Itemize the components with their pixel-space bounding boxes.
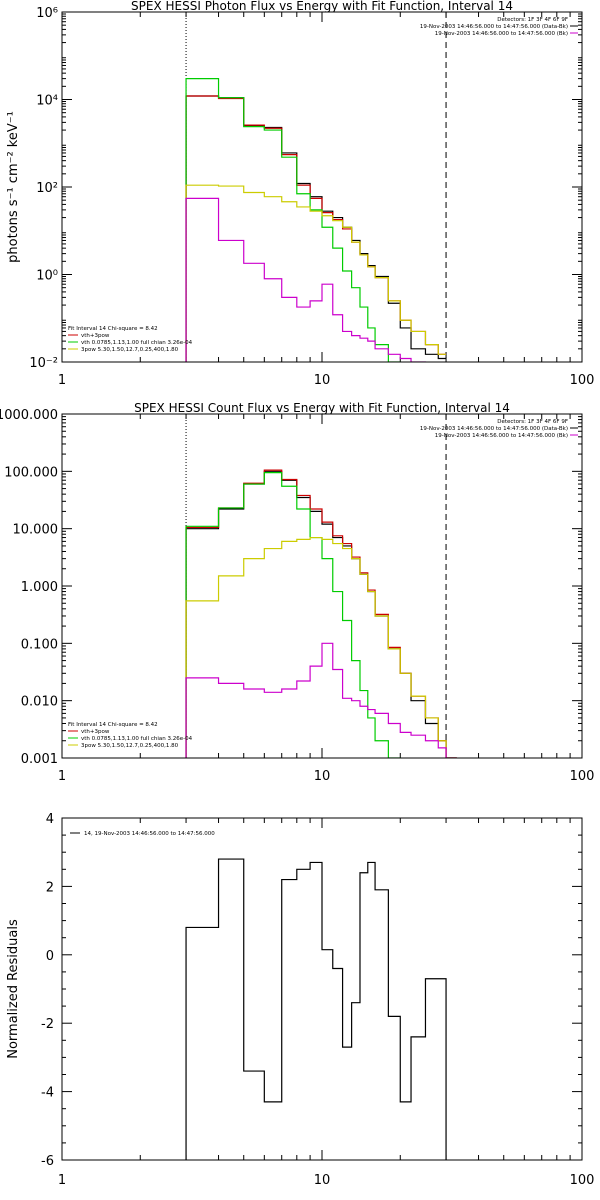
- legend-title: Fit Interval 14 Chi-square = 8.42: [68, 326, 158, 332]
- y-tick-label: 0: [46, 949, 54, 964]
- x-ticks: [61, 818, 583, 1160]
- legend-entry: vth+3pow: [81, 729, 110, 735]
- y-tick-label: 0.001: [21, 752, 58, 767]
- plot-frame: [61, 413, 583, 759]
- y-axis-label: photons s⁻¹ cm⁻² keV⁻¹: [6, 111, 21, 263]
- series-line-3pow: [185, 536, 457, 758]
- series-line-bk: [185, 197, 427, 362]
- legend-entry: vth 0.0785,1.13,1.00 full chian 3.26e-04: [81, 736, 193, 742]
- x-tick-label: 100: [570, 769, 595, 784]
- y-tick-label: 2: [46, 880, 54, 895]
- y-tick-label: 10⁶: [36, 6, 58, 21]
- y-tick-label: 0.010: [21, 695, 58, 710]
- y-tick-label: 10²: [36, 181, 58, 196]
- legend-entry: 14, 19-Nov-2003 14:46:56.000 to 14:47:56…: [84, 831, 215, 837]
- legend-entry: vth+3pow: [81, 333, 110, 339]
- series-line-vth-3pow: [185, 469, 457, 758]
- x-tick-label: 10: [314, 1173, 331, 1188]
- y-ticks: [62, 413, 582, 759]
- y-tick-label: 100.000: [4, 465, 58, 480]
- series-group: [185, 858, 447, 1160]
- series-line-vth: [185, 472, 401, 758]
- y-ticks: [62, 817, 582, 1161]
- y-tick-label: -4: [41, 1086, 54, 1101]
- x-ticks: [61, 12, 583, 362]
- y-tick-label: 1000.000: [0, 408, 58, 423]
- y-ticks: [62, 11, 582, 363]
- plot-frame: [61, 11, 583, 363]
- x-tick-label: 100: [570, 373, 595, 388]
- series-line-residuals: [185, 858, 447, 1160]
- series-line-bk: [185, 642, 457, 758]
- y-tick-label: 10.000: [13, 523, 59, 538]
- series-line-vth-3pow: [185, 95, 447, 362]
- legend-entry: 19-Nov-2003 14:46:56.000 to 14:47:56.000…: [435, 433, 568, 439]
- y-tick-label: 0.100: [21, 637, 58, 652]
- y-tick-label: 10⁻²: [29, 356, 58, 371]
- x-tick-label: 10: [314, 373, 331, 388]
- x-ticks: [61, 414, 583, 758]
- y-tick-label: 4: [46, 812, 54, 827]
- y-tick-label: -6: [41, 1154, 54, 1169]
- x-tick-label: 100: [570, 1173, 595, 1188]
- legend-entry: 19-Nov-2003 14:46:56.000 to 14:47:56.000…: [420, 426, 568, 432]
- legend-title: Fit Interval 14 Chi-square = 8.42: [68, 722, 158, 728]
- y-tick-label: 10⁴: [36, 94, 58, 109]
- legend-entry: Detectors: 1F 3F 4F 6F 9F: [497, 419, 568, 425]
- x-tick-label: 1: [58, 1173, 66, 1188]
- y-tick-label: 10⁰: [36, 269, 58, 284]
- series-group: [185, 78, 447, 362]
- series-line-data-bk: [185, 95, 447, 362]
- series-line-3pow: [185, 184, 447, 362]
- plot-frame: [61, 817, 583, 1161]
- series-line-vth: [185, 78, 401, 362]
- y-axis-label: Normalized Residuals: [6, 919, 21, 1059]
- x-tick-label: 1: [58, 373, 66, 388]
- chart-title: SPEX HESSI Count Flux vs Energy with Fit…: [134, 401, 510, 415]
- y-tick-label: 1.000: [21, 580, 58, 595]
- series-group: [185, 469, 457, 758]
- legend-entry: 19-Nov-2003 14:46:56.000 to 14:47:56.000…: [435, 31, 568, 37]
- x-tick-label: 1: [58, 769, 66, 784]
- legend-entry: 19-Nov-2003 14:46:56.000 to 14:47:56.000…: [420, 24, 568, 30]
- legend-entry: vth 0.0785,1.13,1.00 full chian 3.26e-04: [81, 340, 193, 346]
- legend-entry: 3pow 5.30,1.50,12.7,0.25,400,1.80: [81, 743, 179, 749]
- x-tick-label: 10: [314, 769, 331, 784]
- legend-entry: 3pow 5.30,1.50,12.7,0.25,400,1.80: [81, 347, 179, 353]
- legend-entry: Detectors: 1F 3F 4F 6F 9F: [497, 17, 568, 23]
- chart-title: SPEX HESSI Photon Flux vs Energy with Fi…: [131, 0, 513, 13]
- y-tick-label: -2: [41, 1017, 54, 1032]
